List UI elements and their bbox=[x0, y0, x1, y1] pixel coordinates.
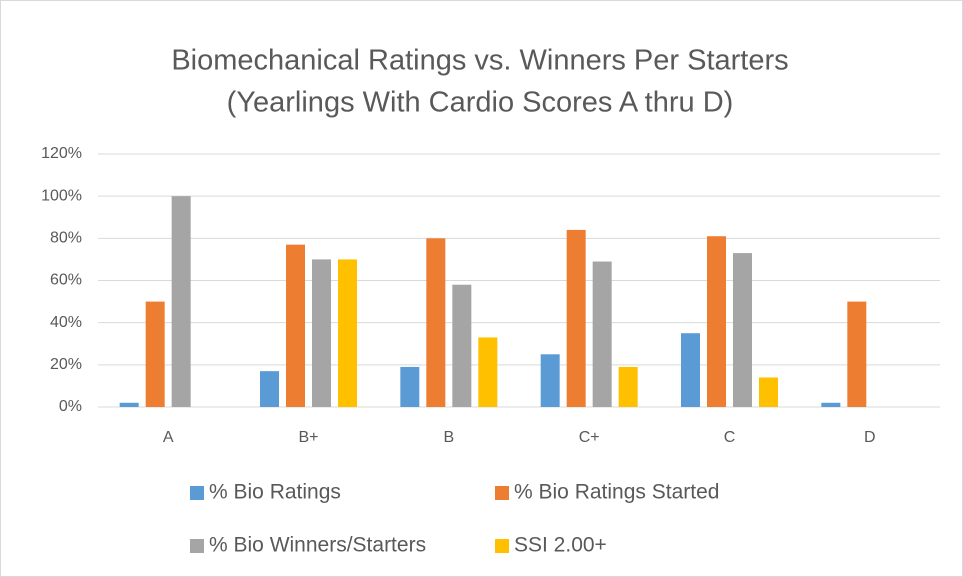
bar bbox=[540, 354, 560, 407]
x-tick-label: C bbox=[724, 429, 736, 446]
bar bbox=[618, 366, 638, 407]
bar bbox=[312, 259, 331, 407]
x-tick-label: B+ bbox=[298, 429, 318, 446]
y-tick-label: 120% bbox=[41, 145, 82, 162]
bar bbox=[400, 366, 420, 407]
bar bbox=[707, 236, 726, 407]
bar bbox=[119, 402, 139, 407]
x-tick-label: C+ bbox=[579, 429, 600, 446]
bar bbox=[478, 337, 498, 407]
bar bbox=[592, 261, 612, 407]
legend-swatch bbox=[495, 539, 509, 553]
bar bbox=[260, 371, 279, 407]
bar bbox=[145, 301, 165, 407]
y-tick-label: 60% bbox=[50, 272, 82, 289]
y-tick-label: 40% bbox=[50, 314, 82, 331]
legend-label: SSI 2.00+ bbox=[514, 534, 607, 557]
bar bbox=[847, 301, 867, 407]
x-tick-label: A bbox=[163, 429, 174, 446]
legend-label: % Bio Winners/Starters bbox=[209, 534, 426, 557]
y-tick-label: 20% bbox=[50, 356, 82, 373]
legend-label: % Bio Ratings Started bbox=[514, 481, 719, 504]
x-tick-label: D bbox=[864, 429, 876, 446]
x-tick-label: B bbox=[443, 429, 454, 446]
bar bbox=[338, 259, 357, 407]
legend-swatch bbox=[495, 486, 509, 500]
y-tick-label: 0% bbox=[59, 398, 82, 415]
bar bbox=[452, 284, 472, 407]
bar bbox=[821, 402, 841, 407]
bar bbox=[759, 377, 778, 407]
bar bbox=[733, 253, 752, 407]
bar bbox=[566, 229, 586, 407]
bar bbox=[426, 238, 446, 407]
legend-swatch bbox=[190, 486, 204, 500]
chart-title: Biomechanical Ratings vs. Winners Per St… bbox=[171, 45, 788, 77]
y-tick-label: 80% bbox=[50, 230, 82, 247]
legend-swatch bbox=[190, 539, 204, 553]
bar bbox=[681, 333, 700, 407]
y-tick-label: 100% bbox=[41, 187, 82, 204]
bar bbox=[171, 196, 191, 407]
bar bbox=[286, 244, 305, 407]
legend-label: % Bio Ratings bbox=[209, 481, 341, 504]
chart-subtitle: (Yearlings With Cardio Scores A thru D) bbox=[227, 87, 734, 119]
